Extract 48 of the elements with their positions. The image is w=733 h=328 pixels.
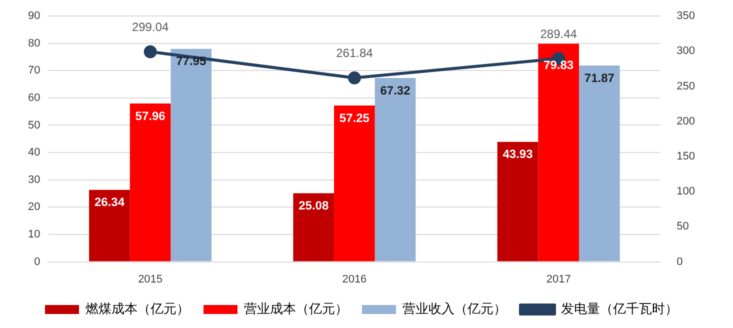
y-tick-label: 50 (28, 119, 40, 132)
point (144, 45, 157, 58)
data-label: 289.44 (540, 26, 578, 41)
y2-tick-label: 200 (676, 115, 696, 128)
legend-label: 燃煤成本（亿元） (86, 301, 190, 316)
y-tick-label: 30 (28, 174, 40, 186)
y2-tick-label: 250 (676, 80, 696, 92)
data-label: 43.93 (502, 147, 534, 162)
x-tick-label: 2015 (138, 273, 163, 286)
y-tick-label: 10 (28, 228, 40, 241)
bar (130, 104, 171, 262)
data-label: 57.96 (135, 108, 166, 123)
data-label: 71.87 (584, 70, 615, 85)
data-label: 79.83 (544, 58, 574, 72)
y2-tick-label: 150 (676, 150, 696, 162)
data-label: 299.04 (132, 20, 169, 34)
y2-tick-label: 0 (676, 256, 683, 268)
legend-label: 发电量（亿千瓦时） (561, 301, 678, 316)
bar (89, 190, 130, 262)
data-label: 26.34 (94, 195, 125, 210)
y2-tick-label: 50 (676, 220, 689, 233)
y-tick-label: 70 (28, 64, 40, 77)
data-label: 57.25 (339, 110, 370, 125)
bar (578, 66, 620, 262)
legend-label: 营业收入（亿元） (402, 301, 506, 316)
point (348, 71, 361, 84)
y-tick-label: 40 (28, 146, 40, 159)
y2-tick-label: 100 (676, 186, 696, 198)
bar (497, 142, 538, 262)
y-tick-label: 90 (28, 10, 40, 22)
data-label: 261.84 (336, 46, 374, 60)
y-tick-label: 20 (28, 201, 40, 214)
y-tick-label: 80 (28, 37, 40, 50)
y2-tick-label: 350 (676, 10, 696, 22)
bar (538, 44, 579, 262)
data-label: 77.95 (176, 54, 206, 68)
x-tick-label: 2017 (546, 273, 571, 286)
bar (334, 105, 375, 262)
bar (374, 78, 416, 262)
bar (170, 48, 212, 262)
y-tick-label: 60 (28, 92, 40, 104)
y-tick-label: 0 (34, 256, 40, 268)
x-tick-label: 2016 (342, 273, 367, 286)
data-label: 67.32 (380, 83, 411, 98)
data-label: 25.08 (298, 198, 329, 213)
legend-label: 营业成本（亿元） (244, 301, 348, 316)
y2-tick-label: 300 (676, 45, 696, 58)
bar (293, 193, 334, 262)
